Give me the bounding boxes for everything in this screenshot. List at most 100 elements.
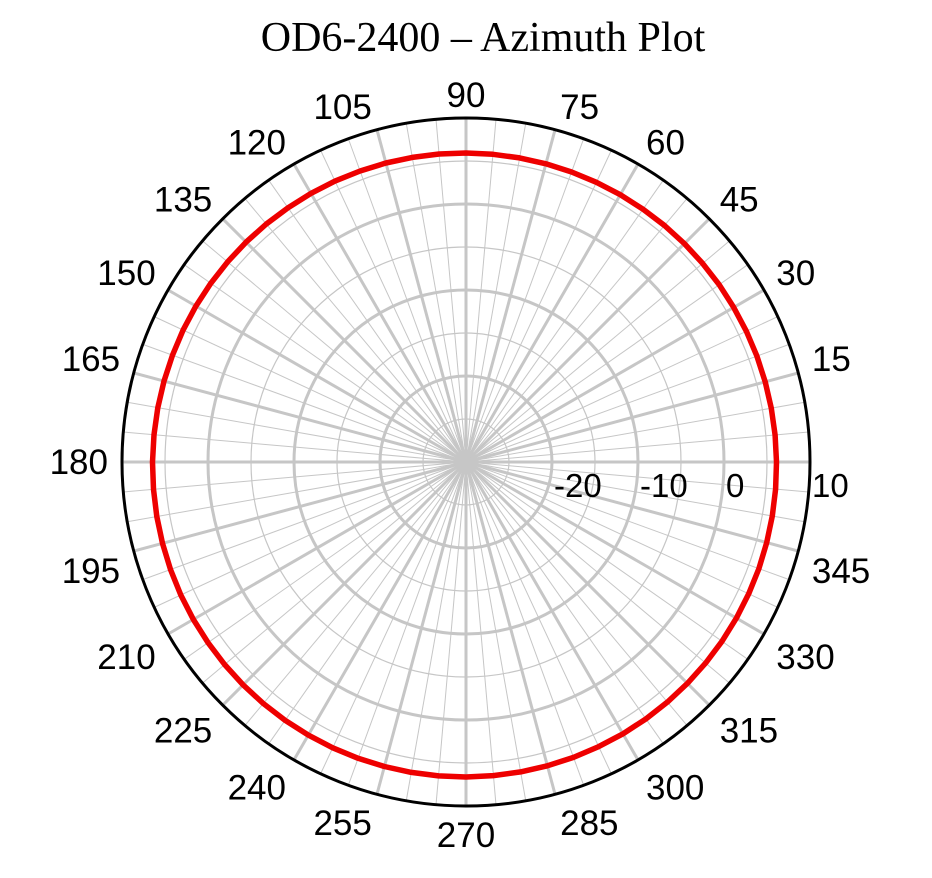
- angle-label-75: 75: [560, 88, 599, 127]
- radial-label-0dB: 0: [726, 467, 744, 504]
- grid-spoke-340deg: [465, 461, 790, 581]
- grid-spoke-170deg: [127, 401, 467, 463]
- grid-spoke-200deg: [142, 461, 467, 581]
- angle-label-195: 195: [62, 552, 120, 591]
- grid-spoke-65deg: [465, 150, 612, 463]
- grid-spoke-15deg: [465, 371, 799, 464]
- grid-spoke-100deg: [405, 123, 467, 463]
- grid-spoke-120deg: [292, 163, 468, 463]
- grid-spoke-280deg: [465, 461, 527, 801]
- grid-spoke-50deg: [465, 198, 688, 463]
- grid-spoke-225deg: [221, 460, 468, 707]
- grid-spoke-30deg: [465, 288, 765, 464]
- grid-spoke-250deg: [347, 461, 467, 786]
- grid-spoke-320deg: [465, 461, 730, 684]
- grid-spoke-230deg: [244, 461, 467, 726]
- grid-spoke-350deg: [465, 461, 805, 523]
- angle-label-45: 45: [720, 180, 759, 219]
- grid-spoke-145deg: [183, 264, 467, 463]
- grid-spoke-140deg: [202, 240, 467, 463]
- grid-spoke-325deg: [465, 461, 749, 660]
- grid-spoke-20deg: [465, 343, 790, 463]
- grid-spoke-155deg: [154, 316, 467, 463]
- grid-spoke-115deg: [320, 150, 467, 463]
- angle-label-300: 300: [646, 768, 704, 807]
- grid-spoke-25deg: [465, 316, 778, 463]
- grid-spoke-55deg: [465, 179, 664, 463]
- grid-spoke-330deg: [465, 460, 765, 636]
- grid-spoke-285deg: [464, 461, 557, 795]
- grid-spoke-160deg: [142, 343, 467, 463]
- grid-spoke-260deg: [405, 461, 467, 801]
- angle-label-15: 15: [812, 340, 851, 379]
- angle-label-225: 225: [154, 712, 212, 751]
- angle-label-210: 210: [97, 638, 155, 677]
- radial-label--20dB: -20: [554, 467, 602, 504]
- grid-spoke-165deg: [133, 371, 467, 464]
- angle-label-120: 120: [228, 124, 286, 163]
- grid-spoke-195deg: [133, 460, 467, 553]
- grid-spoke-355deg: [465, 461, 809, 493]
- grid-spoke-110deg: [347, 138, 467, 463]
- grid-spoke-135deg: [221, 217, 468, 464]
- grid-spoke-175deg: [123, 431, 467, 463]
- angle-label-240: 240: [228, 768, 286, 807]
- grid-spoke-205deg: [154, 461, 467, 608]
- grid-spoke-190deg: [127, 461, 467, 523]
- grid-spoke-245deg: [320, 461, 467, 774]
- chart-title: OD6-2400 – Azimuth Plot: [260, 15, 706, 61]
- grid-spoke-290deg: [465, 461, 585, 786]
- grid-spoke-345deg: [465, 460, 799, 553]
- grid-spoke-210deg: [167, 460, 467, 636]
- grid-spoke-215deg: [183, 461, 467, 660]
- angle-label-150: 150: [97, 254, 155, 293]
- angle-label-60: 60: [646, 124, 685, 163]
- grid-spoke-75deg: [464, 129, 557, 463]
- grid-spoke-335deg: [465, 461, 778, 608]
- grid-spoke-10deg: [465, 401, 805, 463]
- angle-label-270: 270: [437, 816, 495, 855]
- grid-spoke-35deg: [465, 264, 749, 463]
- angle-label-345: 345: [812, 552, 870, 591]
- grid-spoke-5deg: [465, 431, 809, 463]
- grid-spoke-105deg: [375, 129, 468, 463]
- grid-spoke-255deg: [375, 461, 468, 795]
- angle-label-165: 165: [62, 340, 120, 379]
- grid-spoke-305deg: [465, 461, 664, 745]
- angle-label-330: 330: [776, 638, 834, 677]
- grid-spoke-130deg: [244, 198, 467, 463]
- outer-circle-10dB: [120, 116, 812, 808]
- radial-label--10dB: -10: [640, 467, 688, 504]
- angle-label-135: 135: [154, 180, 212, 219]
- grid-spoke-70deg: [465, 138, 585, 463]
- grid-spoke-40deg: [465, 240, 730, 463]
- grid-spoke-60deg: [464, 163, 640, 463]
- grid-spoke-95deg: [435, 119, 467, 463]
- grid-spoke-295deg: [465, 461, 612, 774]
- angle-label-180: 180: [50, 443, 108, 482]
- angle-label-315: 315: [720, 712, 778, 751]
- grid-spoke-310deg: [465, 461, 688, 726]
- grid-spoke-85deg: [465, 119, 497, 463]
- grid-spoke-275deg: [465, 461, 497, 805]
- grid-spoke-45deg: [464, 217, 711, 464]
- angle-label-255: 255: [313, 804, 371, 843]
- grid-spoke-300deg: [464, 461, 640, 761]
- gain-trace: [149, 150, 780, 780]
- grid-spoke-185deg: [123, 461, 467, 493]
- grid-spoke-240deg: [292, 461, 468, 761]
- grid-spoke-220deg: [202, 461, 467, 684]
- grid-spoke-235deg: [268, 461, 467, 745]
- angle-label-90: 90: [447, 76, 486, 115]
- angle-label-105: 105: [313, 88, 371, 127]
- radial-label-10dB: 10: [812, 467, 849, 504]
- grid-spoke-125deg: [268, 179, 467, 463]
- angle-label-285: 285: [560, 804, 618, 843]
- grid-spoke-80deg: [465, 123, 527, 463]
- grid-spoke-315deg: [464, 460, 711, 707]
- grid-spoke-265deg: [435, 461, 467, 805]
- grid-spoke-150deg: [167, 288, 467, 464]
- angle-label-30: 30: [776, 254, 815, 293]
